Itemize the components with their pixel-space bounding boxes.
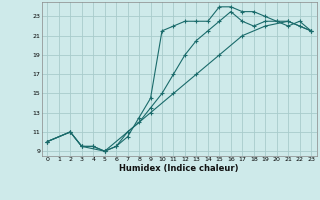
X-axis label: Humidex (Indice chaleur): Humidex (Indice chaleur)	[119, 164, 239, 173]
